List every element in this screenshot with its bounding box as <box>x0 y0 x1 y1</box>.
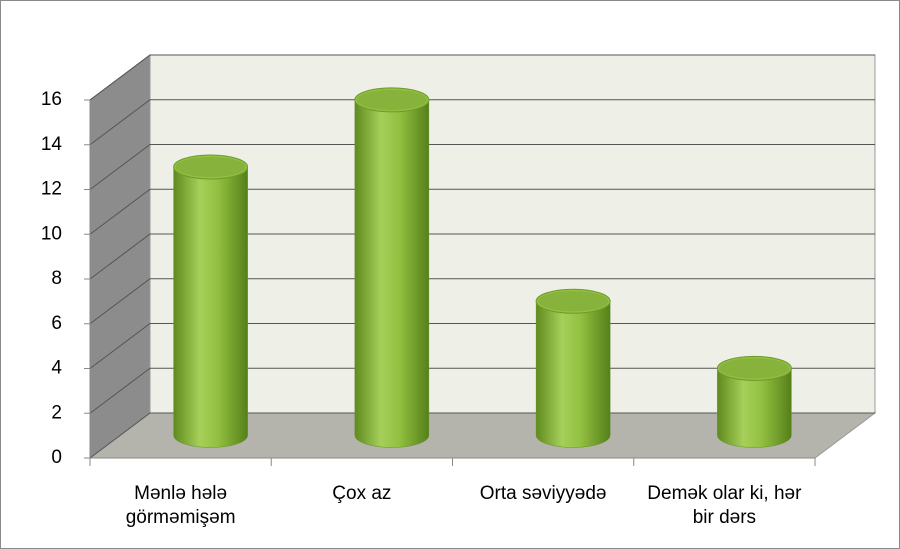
bar <box>535 288 611 448</box>
bar-body <box>354 99 430 448</box>
bar <box>716 355 792 448</box>
x-tick-label: Çox az <box>332 483 392 504</box>
bar-top-shade <box>538 291 609 312</box>
grid-line <box>89 188 875 235</box>
x-tick-label: Orta səviyyədə <box>479 483 607 504</box>
x-tick-label: Mənlə hələ görməmişəm <box>125 483 236 528</box>
y-tick-label: 0 <box>51 447 62 468</box>
grid-line <box>89 99 875 146</box>
bar-top-shade <box>719 358 790 379</box>
bar <box>173 154 249 448</box>
y-tick-label: 14 <box>41 134 63 155</box>
y-tick-label: 10 <box>41 223 62 244</box>
y-tick-label: 6 <box>51 313 62 334</box>
bar-body <box>173 166 248 448</box>
y-tick-label: 16 <box>41 89 62 110</box>
bar-top-shade <box>175 157 246 177</box>
bar-body <box>535 301 611 448</box>
y-tick-label: 2 <box>51 402 62 423</box>
grid-line <box>89 144 875 190</box>
bar-body <box>717 368 792 448</box>
grid-line <box>89 278 875 325</box>
grid-line <box>89 54 875 101</box>
bar <box>354 87 430 448</box>
x-tick-label: Demək olar ki, hər bir dərs <box>647 483 802 528</box>
grid-line <box>89 233 875 280</box>
bar-top-shade <box>356 89 427 110</box>
grid-line <box>89 412 875 459</box>
y-tick-label: 4 <box>51 358 62 379</box>
grid-line <box>89 367 875 414</box>
grid-line <box>89 323 875 369</box>
y-tick-label: 8 <box>51 268 62 289</box>
y-tick-label: 12 <box>41 179 62 200</box>
